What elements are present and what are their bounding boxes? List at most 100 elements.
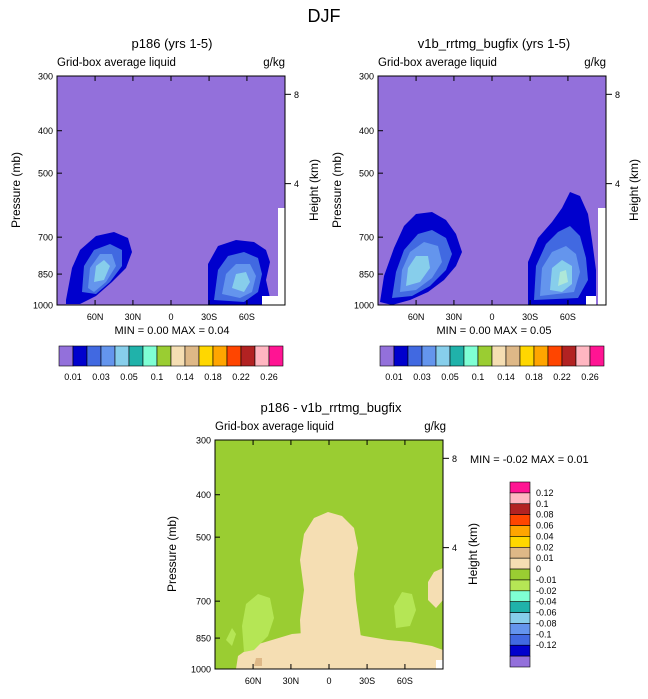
colorbar-swatch bbox=[575, 345, 591, 367]
colorbar-swatch bbox=[491, 345, 507, 367]
colorbar-label: 0.03 bbox=[413, 372, 431, 382]
colorbar-swatch bbox=[240, 345, 256, 367]
colorbar-swatch bbox=[509, 546, 531, 559]
colorbar-label: 0.14 bbox=[497, 372, 515, 382]
x-tick-label: 30S bbox=[359, 676, 375, 686]
colorbar-label: 0.22 bbox=[553, 372, 571, 382]
colorbar-swatch bbox=[509, 525, 531, 537]
y-tick-label: 850 bbox=[196, 634, 211, 644]
colorbar-label: 0.08 bbox=[536, 510, 554, 520]
colorbar: 0.01 0.03 0.05 0.1 0.14 0.18 0.22 0.26 bbox=[58, 345, 284, 382]
y-axis-right-label: Height (km) bbox=[307, 159, 321, 221]
colorbar-swatch bbox=[547, 345, 563, 367]
panel-subtitle-right: g/kg bbox=[584, 57, 606, 69]
colorbar-swatch bbox=[142, 345, 158, 367]
contour-region bbox=[300, 512, 364, 660]
colorbar-label: 0.05 bbox=[120, 372, 138, 382]
colorbar-swatch bbox=[561, 345, 577, 367]
y-tick-label: 700 bbox=[196, 597, 211, 607]
colorbar-swatch bbox=[435, 345, 451, 367]
colorbar-label: -0.12 bbox=[536, 640, 557, 650]
y-tick-label: 400 bbox=[359, 126, 374, 136]
y-ticks: 300 400 500 700 850 1000 bbox=[191, 436, 220, 675]
x-ticks: 60N 30N 0 30S 60S bbox=[245, 440, 413, 686]
right-ticks: 84 bbox=[443, 454, 457, 553]
panel-subtitle-left: Grid-box average liquid bbox=[378, 57, 497, 69]
colorbar-swatch bbox=[477, 345, 493, 367]
colorbar-label: 0.22 bbox=[232, 372, 250, 382]
x-tick-label: 60S bbox=[397, 676, 413, 686]
right-ticks: 84 bbox=[606, 90, 620, 189]
y-axis-label: Pressure (mb) bbox=[165, 516, 179, 592]
colorbar-swatch bbox=[519, 345, 535, 367]
colorbar-swatch bbox=[407, 345, 423, 367]
colorbar-swatch bbox=[449, 345, 465, 367]
colorbar-label: -0.01 bbox=[536, 575, 557, 585]
y-tick-label: 850 bbox=[38, 270, 53, 280]
colorbar-label: 0.01 bbox=[385, 372, 403, 382]
colorbar-swatch bbox=[393, 345, 409, 367]
colorbar-swatch bbox=[184, 345, 200, 367]
colorbar-swatch bbox=[128, 345, 144, 367]
colorbar-swatch bbox=[509, 634, 531, 646]
y-axis-label: Pressure (mb) bbox=[9, 152, 23, 228]
y-axis-right-label: Height (km) bbox=[466, 523, 480, 585]
colorbar-swatch bbox=[509, 601, 531, 613]
missing-data bbox=[586, 296, 596, 305]
colorbar-swatch bbox=[509, 503, 531, 515]
x-ticks: 60N 30N 0 30S 60S bbox=[87, 76, 255, 322]
x-tick-label: 30N bbox=[125, 312, 142, 322]
colorbar-label: 0.02 bbox=[536, 542, 554, 552]
colorbar-swatch bbox=[463, 345, 479, 367]
colorbar-swatch bbox=[509, 623, 531, 635]
x-tick-label: 30S bbox=[522, 312, 538, 322]
colorbar-label: 0.14 bbox=[176, 372, 194, 382]
colorbar-label: 0.01 bbox=[64, 372, 82, 382]
panel-subtitle-right: g/kg bbox=[263, 57, 285, 69]
x-tick-label: 30N bbox=[283, 676, 300, 686]
colorbar-swatch bbox=[509, 536, 531, 548]
colorbar-label: 0.04 bbox=[536, 531, 554, 541]
contour-region bbox=[242, 594, 274, 652]
colorbar-swatch bbox=[509, 514, 531, 526]
colorbar-swatch bbox=[509, 492, 531, 505]
y-tick-label: 500 bbox=[38, 169, 53, 179]
contour-region bbox=[226, 628, 236, 646]
colorbar: 0.01 0.03 0.05 0.1 0.14 0.18 0.22 0.26 bbox=[379, 345, 605, 382]
colorbar-swatch bbox=[509, 481, 531, 494]
y-tick-label: 300 bbox=[196, 436, 211, 446]
colorbar-swatch bbox=[509, 557, 531, 570]
colorbar-swatch bbox=[509, 655, 531, 668]
panel-title: p186 (yrs 1-5) bbox=[132, 36, 213, 51]
missing-data bbox=[436, 660, 443, 669]
colorbar-label: -0.1 bbox=[536, 629, 552, 639]
colorbar-swatch bbox=[505, 345, 521, 367]
right-ticks: 84 bbox=[285, 90, 299, 189]
colorbar: 0.120.10.080.060.040.020.010-0.01-0.02-0… bbox=[509, 481, 557, 668]
contour-region bbox=[558, 270, 568, 286]
colorbar-swatch bbox=[509, 612, 531, 624]
contour-region bbox=[394, 592, 416, 628]
y-tick-label: 300 bbox=[359, 72, 374, 82]
colorbar-swatch bbox=[254, 345, 270, 367]
colorbar-label: -0.02 bbox=[536, 586, 557, 596]
x-tick-label: 30S bbox=[201, 312, 217, 322]
contour-region bbox=[406, 256, 430, 286]
y-tick-label: 700 bbox=[38, 233, 53, 243]
colorbar-label: 0.18 bbox=[525, 372, 543, 382]
y-tick-label: 400 bbox=[196, 490, 211, 500]
colorbar-swatch bbox=[509, 644, 531, 657]
figure-title: DJF bbox=[308, 6, 341, 26]
contour-region bbox=[428, 568, 443, 608]
panel-subtitle-left: Grid-box average liquid bbox=[57, 57, 176, 69]
colorbar-swatch bbox=[100, 345, 116, 367]
x-tick-label: 0 bbox=[489, 312, 494, 322]
x-tick-label: 60S bbox=[239, 312, 255, 322]
y-tick-label: 300 bbox=[38, 72, 53, 82]
colorbar-swatch bbox=[114, 345, 130, 367]
y-tick-label: 1000 bbox=[191, 665, 211, 675]
colorbar-swatch bbox=[589, 345, 605, 367]
panel-title: v1b_rrtmg_bugfix (yrs 1-5) bbox=[418, 36, 570, 51]
